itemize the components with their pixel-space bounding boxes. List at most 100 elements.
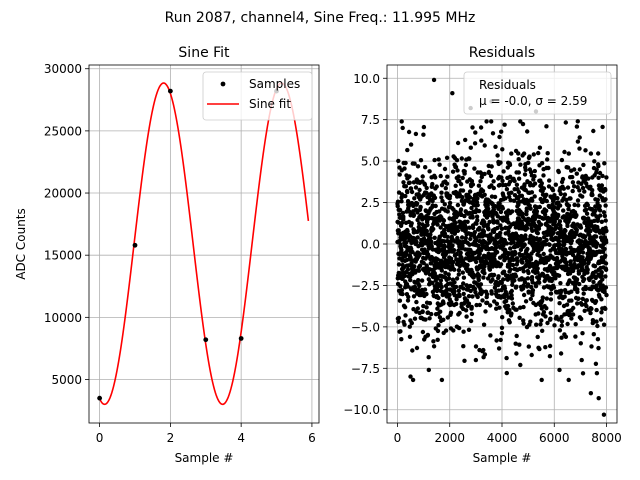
residual-point	[456, 174, 461, 179]
residual-point	[401, 180, 406, 185]
residual-point	[421, 132, 426, 137]
residual-point	[544, 237, 549, 243]
residual-point	[406, 263, 411, 268]
residual-point	[537, 204, 542, 210]
residual-point	[577, 146, 582, 151]
residual-point	[424, 305, 429, 310]
residual-point	[522, 172, 528, 177]
residual-point	[455, 202, 461, 208]
residual-point	[506, 295, 511, 300]
residual-point	[570, 180, 576, 185]
residual-point	[535, 334, 540, 340]
residual-point	[586, 176, 591, 181]
residual-point	[603, 197, 608, 202]
residual-point	[467, 189, 473, 194]
residual-point	[580, 255, 585, 260]
residual-point	[443, 328, 449, 333]
residual-point	[399, 288, 405, 293]
residual-point	[532, 194, 537, 199]
residual-point	[521, 304, 526, 310]
residual-point	[478, 282, 484, 287]
residuals-ytick-label: 0.0	[361, 238, 380, 252]
residual-point	[583, 239, 588, 244]
residual-point	[590, 318, 596, 323]
residual-point	[404, 252, 409, 257]
residual-point	[581, 277, 587, 282]
residual-point	[504, 187, 510, 192]
residual-point	[546, 165, 551, 171]
residual-point	[402, 305, 408, 310]
residual-point	[531, 177, 536, 182]
residual-point	[509, 190, 514, 195]
sine-fit-xlabel: Sample #	[175, 451, 234, 465]
residual-point	[598, 213, 603, 218]
residual-point	[518, 362, 523, 368]
residual-point	[402, 322, 407, 327]
residual-point	[537, 280, 542, 285]
residual-point	[603, 253, 608, 258]
residual-point	[417, 283, 422, 289]
residual-point	[456, 268, 462, 273]
residual-point	[594, 319, 599, 324]
residual-point	[541, 173, 546, 178]
residual-point	[505, 213, 510, 218]
residual-point	[584, 303, 589, 309]
residual-point	[451, 259, 456, 265]
residual-point	[591, 332, 596, 337]
residuals-title: Residuals	[469, 45, 535, 61]
residual-point	[543, 314, 548, 319]
sine-fit-xtick-label: 2	[167, 431, 175, 445]
residual-point	[475, 196, 480, 201]
residual-point	[574, 171, 579, 176]
residual-point	[603, 261, 609, 266]
residual-point	[402, 166, 407, 171]
residual-point	[418, 204, 423, 210]
residual-point	[538, 322, 543, 327]
residual-point	[528, 319, 533, 324]
residual-point	[467, 242, 472, 247]
residual-point	[563, 228, 568, 233]
residual-point	[476, 277, 481, 283]
residual-point	[469, 304, 474, 310]
residual-point	[557, 301, 562, 306]
residual-point	[559, 335, 564, 340]
residual-point	[536, 311, 541, 316]
residual-point	[473, 357, 479, 363]
residual-point	[420, 309, 425, 314]
residual-point	[410, 348, 415, 353]
residual-point	[553, 182, 558, 187]
residual-point	[464, 225, 469, 231]
residual-point	[552, 205, 557, 210]
residual-point	[492, 194, 498, 200]
residual-point	[405, 189, 410, 195]
residual-point	[413, 131, 419, 137]
residual-point	[435, 337, 440, 342]
residual-point	[601, 210, 607, 215]
residual-point	[468, 318, 474, 324]
sine-fit-grid	[89, 65, 319, 423]
residual-point	[539, 181, 544, 186]
residual-point	[427, 301, 433, 306]
residual-point	[482, 143, 487, 148]
residual-point	[498, 160, 503, 165]
residual-point	[403, 184, 409, 189]
residual-point	[521, 292, 527, 298]
residual-point	[575, 301, 580, 306]
residual-point	[579, 316, 584, 322]
residual-point	[512, 278, 517, 283]
residual-point	[534, 209, 540, 214]
residual-point	[466, 301, 472, 306]
residual-point	[422, 287, 428, 292]
residual-point	[450, 169, 456, 174]
residual-point	[486, 227, 491, 232]
residual-point	[593, 361, 599, 366]
residual-point	[505, 303, 511, 309]
residual-point	[557, 367, 562, 373]
residual-point	[472, 166, 477, 171]
residual-point	[556, 273, 562, 278]
residual-point	[411, 307, 416, 312]
residual-point	[417, 263, 423, 268]
residual-point	[498, 223, 503, 228]
residual-point	[544, 306, 549, 311]
residual-point	[544, 296, 549, 301]
